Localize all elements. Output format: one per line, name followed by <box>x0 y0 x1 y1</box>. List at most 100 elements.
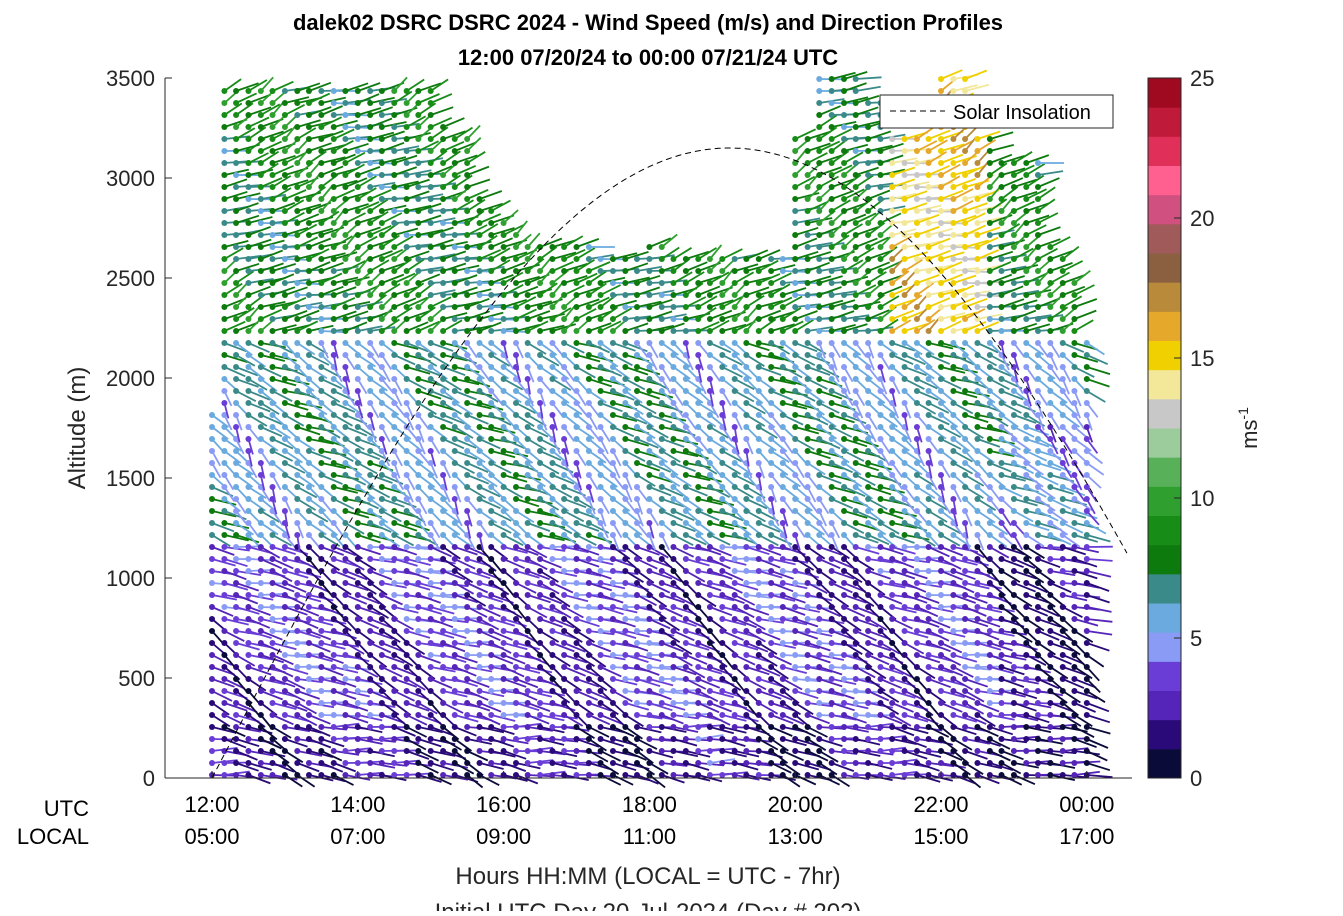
wind-barb-point <box>342 652 348 658</box>
wind-barb-point <box>537 760 543 766</box>
wind-barb-point <box>756 544 762 550</box>
wind-barb-point <box>743 616 749 622</box>
wind-barb-point <box>598 568 604 574</box>
wind-barb-point <box>428 208 434 214</box>
wind-barb-point <box>477 424 483 430</box>
wind-barb-point <box>549 736 555 742</box>
wind-barb-point <box>792 172 798 178</box>
wind-barb-point <box>501 364 507 370</box>
wind-barb-point <box>294 316 300 322</box>
wind-barb-point <box>513 604 519 610</box>
wind-barb-point <box>391 652 397 658</box>
wind-barb-point <box>209 448 215 454</box>
wind-barb-point <box>561 268 567 274</box>
wind-barb-point <box>391 88 397 94</box>
wind-barb-point <box>525 424 531 430</box>
wind-barb-point <box>537 676 543 682</box>
wind-barb-point <box>780 448 786 454</box>
wind-barb-point <box>258 340 264 346</box>
wind-barb-point <box>294 700 300 706</box>
wind-barb-point <box>282 340 288 346</box>
wind-barb-point <box>415 640 421 646</box>
wind-barb-point <box>391 208 397 214</box>
wind-barb-point <box>670 400 676 406</box>
wind-barb-point <box>683 592 689 598</box>
wind-barb-point <box>245 568 251 574</box>
wind-barb-point <box>513 400 519 406</box>
wind-barb-point <box>464 628 470 634</box>
wind-barb-point <box>391 736 397 742</box>
wind-barb-point <box>270 112 276 118</box>
wind-barb-point <box>513 448 519 454</box>
wind-barb-point <box>695 316 701 322</box>
wind-barb-point <box>342 100 348 106</box>
wind-barb-point <box>282 616 288 622</box>
wind-barb-point <box>805 460 811 466</box>
wind-barb-point <box>331 724 337 730</box>
wind-barb-point <box>610 748 616 754</box>
wind-barb-point <box>488 652 494 658</box>
wind-barb-point <box>367 628 373 634</box>
wind-barb-point <box>477 772 483 778</box>
wind-barb-point <box>586 340 592 346</box>
wind-barb-point <box>282 304 288 310</box>
wind-barb-point <box>586 292 592 298</box>
wind-barb-point <box>331 388 337 394</box>
wind-barb-point <box>719 340 725 346</box>
wind-barb-point <box>549 616 555 622</box>
wind-barb-point <box>294 268 300 274</box>
wind-barb-point <box>404 484 410 490</box>
wind-barb-point <box>477 412 483 418</box>
wind-barb-point <box>306 184 312 190</box>
wind-barb-point <box>683 580 689 586</box>
wind-barb-point <box>452 292 458 298</box>
wind-barb-point <box>209 676 215 682</box>
wind-barb-point <box>342 436 348 442</box>
wind-barb-point <box>537 316 543 322</box>
wind-barb-point <box>683 700 689 706</box>
wind-barb-point <box>452 652 458 658</box>
wind-barb-point <box>464 556 470 562</box>
wind-barb-point <box>404 628 410 634</box>
wind-barb-point <box>342 628 348 634</box>
wind-barb-point <box>415 244 421 250</box>
wind-barb-point <box>659 388 665 394</box>
wind-barb-point <box>610 328 616 334</box>
wind-barb-point <box>367 172 373 178</box>
wind-barb-point <box>756 340 762 346</box>
wind-barb-point <box>355 136 361 142</box>
wind-barb-point <box>428 280 434 286</box>
wind-barb-point <box>549 484 555 490</box>
wind-barb-point <box>549 772 555 778</box>
wind-barb-point <box>404 172 410 178</box>
wind-barb-point <box>391 292 397 298</box>
wind-barb-point <box>415 304 421 310</box>
wind-barb-point <box>355 244 361 250</box>
wind-barb-point <box>306 112 312 118</box>
wind-barb-point <box>379 352 385 358</box>
wind-barb-point <box>306 220 312 226</box>
wind-barb-point <box>318 700 324 706</box>
wind-barb-point <box>233 196 239 202</box>
wind-barb-point <box>221 340 227 346</box>
wind-barb-point <box>367 100 373 106</box>
wind-barb-point <box>415 412 421 418</box>
wind-barb-point <box>318 148 324 154</box>
wind-barb-point <box>270 736 276 742</box>
wind-barb-point <box>792 532 798 538</box>
wind-barb-point <box>428 424 434 430</box>
wind-barb-point <box>549 628 555 634</box>
wind-barb-point <box>805 448 811 454</box>
wind-barb-point <box>258 436 264 442</box>
wind-barb-point <box>379 112 385 118</box>
wind-barb-point <box>428 544 434 550</box>
wind-barb-point <box>258 112 264 118</box>
wind-barb-point <box>549 256 555 262</box>
wind-barb-point <box>233 136 239 142</box>
wind-barb-point <box>209 508 215 514</box>
wind-barb-point <box>537 484 543 490</box>
wind-barb-point <box>768 328 774 334</box>
wind-barb-point <box>233 676 239 682</box>
wind-barb-point <box>331 148 337 154</box>
wind-barb-point <box>245 544 251 550</box>
